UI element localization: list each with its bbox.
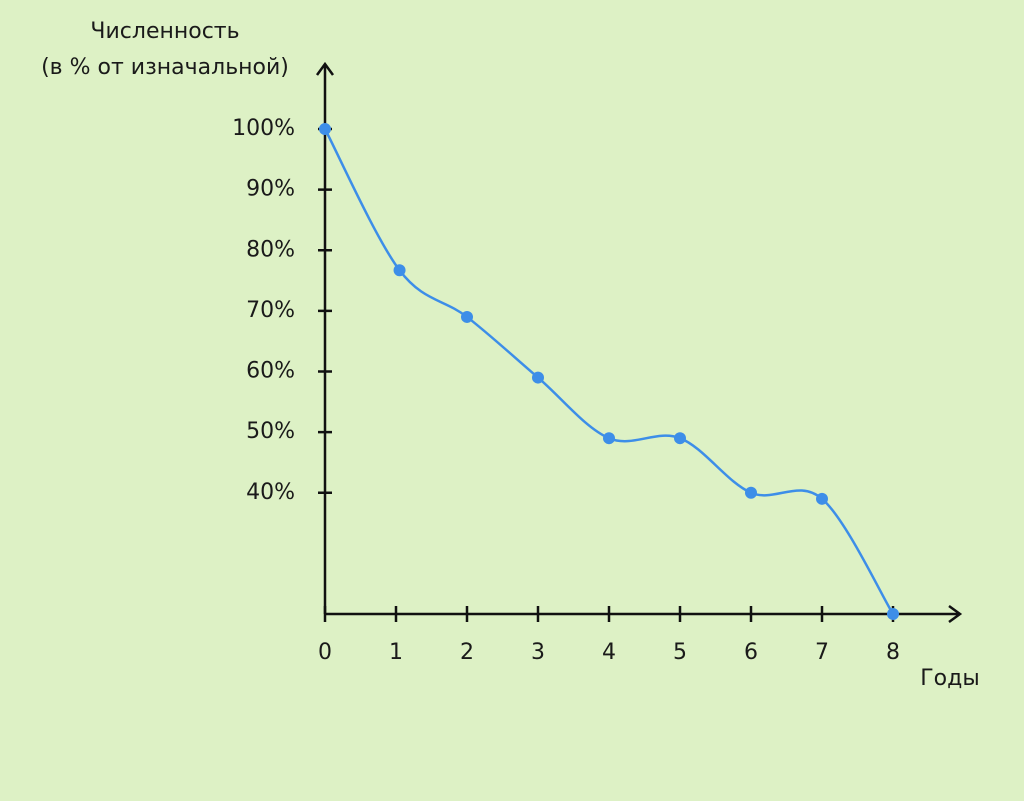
x-tick-label: 7	[815, 640, 829, 665]
x-tick-label: 4	[602, 640, 616, 665]
x-tick-label: 6	[744, 640, 758, 665]
y-tick-label: 40%	[246, 480, 295, 505]
point	[887, 608, 899, 620]
point	[816, 492, 828, 505]
x-tick-label: 1	[389, 640, 403, 665]
y-tick-label: 100%	[232, 116, 295, 141]
y-tick-label: 70%	[246, 298, 295, 323]
point	[674, 432, 686, 445]
point	[393, 264, 406, 277]
x-tick-label: 8	[886, 640, 900, 665]
x-tick-label: 3	[531, 640, 545, 665]
y-tick-label: 50%	[246, 419, 295, 444]
y-tick-label: 90%	[246, 177, 295, 202]
x-tick-label: 0	[318, 640, 332, 665]
point	[745, 486, 757, 499]
y-axis-label: (в % от изначальной)	[41, 55, 289, 80]
point	[532, 371, 544, 384]
y-tick-label: 80%	[246, 237, 295, 262]
point	[603, 432, 615, 445]
x-axis	[325, 604, 963, 624]
x-tick-label: 2	[460, 640, 474, 665]
point	[461, 310, 473, 323]
x-axis-label: Годы	[920, 666, 979, 691]
y-axis-label: Численность	[90, 19, 239, 44]
y-tick-label: 60%	[246, 359, 295, 384]
point	[319, 123, 331, 135]
x-tick-label: 5	[673, 640, 687, 665]
y-axis	[315, 61, 335, 614]
